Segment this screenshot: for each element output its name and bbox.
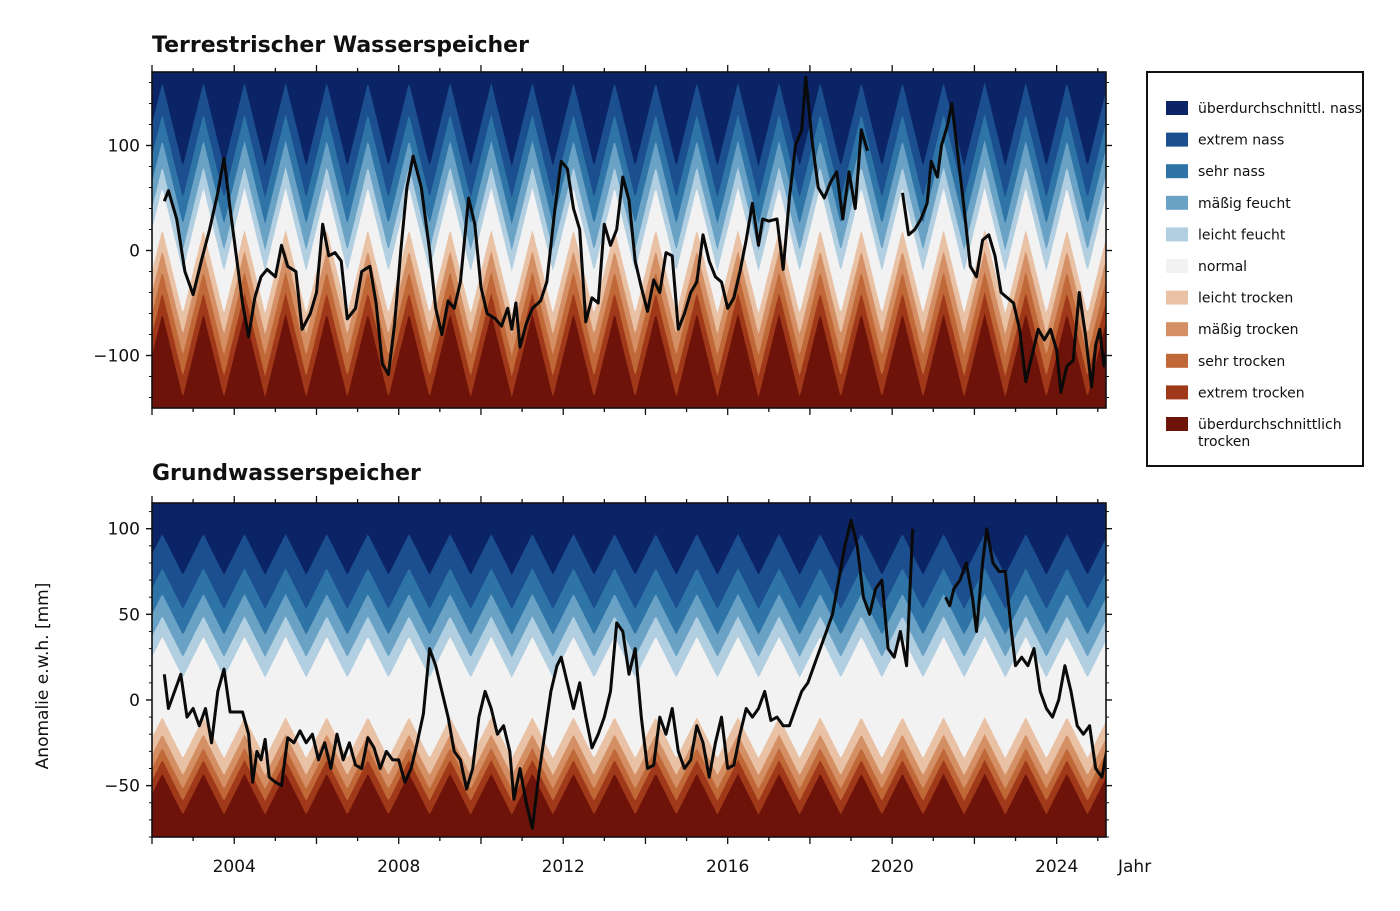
axes: −50 0 50 100 2004 2008 2012 2016 2020 2024: [104, 496, 1112, 877]
legend-swatch: [1166, 259, 1188, 273]
panel-groundwater: Grundwasserspeicher −50 0 50 100 2004 2008 201…: [104, 461, 1112, 877]
y-axis-label: Anomalie e.w.h. [mm]: [33, 583, 53, 770]
series-segment-0: [162, 75, 869, 376]
y-tick-label: 50: [118, 605, 140, 625]
legend-label: überdurchschnittlich trocken: [1198, 417, 1342, 450]
plot-frame: [151, 502, 1107, 838]
legend-swatch: [1166, 227, 1188, 242]
legend-swatch: [1166, 101, 1188, 115]
panel-title: Grundwasserspeicher: [152, 461, 421, 486]
legend-label: überdurchschnittl. nass: [1198, 101, 1362, 117]
legend-swatch: [1166, 353, 1188, 368]
legend-swatch: [1166, 290, 1188, 305]
series-segment-1: [944, 527, 1106, 779]
x-tick-label: 2020: [871, 857, 914, 877]
legend-swatch: [1166, 132, 1188, 147]
legend-swatch: [1166, 164, 1188, 179]
legend-label: mäßig trocken: [1198, 322, 1299, 338]
x-tick-label: 2004: [213, 857, 256, 877]
y-tick-label: 0: [129, 242, 140, 262]
panel-title: Terrestrischer Wasserspeicher: [152, 33, 529, 58]
band-10: [152, 773, 1106, 837]
plot-frame: [151, 71, 1107, 409]
legend-label: leicht feucht: [1198, 227, 1286, 243]
y-tick-label: 100: [108, 137, 140, 157]
x-tick-label: 2024: [1035, 857, 1078, 877]
x-tick-label: 2016: [706, 857, 749, 877]
legend-swatch: [1166, 417, 1188, 431]
series-segment-0: [162, 518, 915, 830]
legend: überdurchschnittl. nass extrem nass sehr n…: [1146, 71, 1364, 467]
y-tick-label: 0: [129, 691, 140, 711]
legend-label-line: überdurchschnittlich: [1198, 417, 1342, 433]
legend-swatch: [1166, 385, 1188, 400]
legend-label: extrem nass: [1198, 133, 1284, 149]
x-axis-label: Jahr: [1117, 857, 1151, 877]
legend-swatch: [1166, 195, 1188, 210]
y-tick-label: −100: [93, 347, 140, 367]
series-segment-1: [901, 102, 1106, 394]
band-10: [152, 313, 1106, 408]
legend-label: extrem trocken: [1198, 385, 1305, 401]
legend-label: sehr trocken: [1198, 354, 1285, 370]
series-line: [162, 75, 1106, 394]
x-tick-label: 2008: [377, 857, 420, 877]
series-line: [162, 518, 1106, 830]
axes: −100 0 100: [93, 65, 1112, 415]
legend-label: sehr nass: [1198, 164, 1265, 180]
y-tick-label: 100: [108, 520, 140, 540]
legend-swatch: [1166, 322, 1188, 337]
y-tick-label: −50: [104, 777, 140, 797]
class-bands: [152, 72, 1106, 408]
legend-label-line: trocken: [1198, 434, 1250, 450]
legend-label: mäßig feucht: [1198, 196, 1291, 212]
legend-label: normal: [1198, 259, 1247, 275]
legend-label: leicht trocken: [1198, 291, 1293, 307]
panel-terrestrial: Terrestrischer Wasserspeicher −100 0 100: [93, 33, 1112, 415]
x-tick-label: 2012: [542, 857, 585, 877]
